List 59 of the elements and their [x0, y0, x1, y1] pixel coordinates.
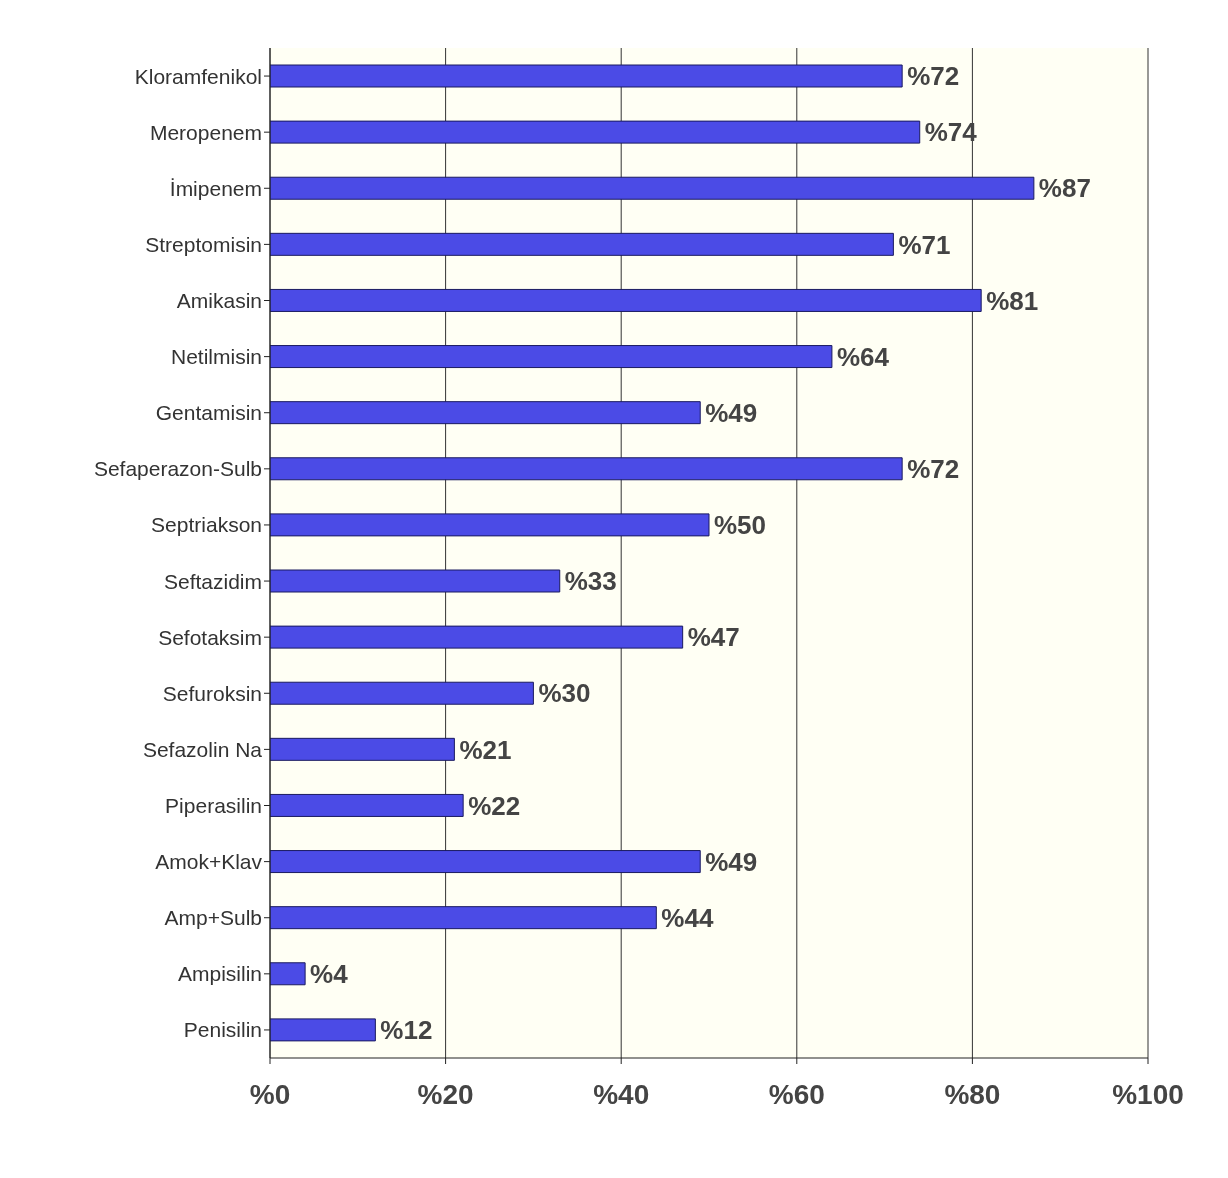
- y-tick-label: Sefuroksin: [162, 681, 262, 705]
- data-label: %72: [907, 454, 960, 485]
- bar: [270, 232, 894, 256]
- data-label: %50: [714, 510, 767, 541]
- data-label: %12: [380, 1015, 433, 1046]
- y-tick-label: Penisilin: [183, 1018, 262, 1042]
- data-label: %72: [907, 61, 960, 92]
- bar: [270, 345, 833, 369]
- y-tick-label: Netilmisin: [170, 345, 262, 369]
- y-tick-label: Kloramfenikol: [134, 64, 262, 88]
- y-tick-label: Amok+Klav: [155, 850, 263, 874]
- y-tick-label: Streptomisin: [145, 232, 262, 256]
- y-tick-label: Meropenem: [149, 120, 262, 144]
- bar: [270, 513, 710, 537]
- y-tick-label: Piperasilin: [165, 793, 262, 817]
- bar: [270, 1018, 376, 1042]
- data-label: %44: [661, 902, 714, 933]
- data-label: %71: [898, 229, 951, 260]
- data-label: %4: [310, 959, 349, 990]
- y-tick-label: Sefotaksim: [158, 625, 262, 649]
- bar: [270, 120, 921, 144]
- bar: [270, 288, 982, 312]
- bar: [270, 681, 534, 705]
- data-label: %49: [705, 397, 758, 428]
- x-tick-label: %80: [944, 1078, 1001, 1110]
- x-tick-label: %40: [593, 1078, 650, 1110]
- data-label: %22: [468, 790, 521, 821]
- y-tick-label: Septriakson: [151, 513, 262, 537]
- data-label: %81: [986, 285, 1039, 316]
- bar: [270, 625, 684, 649]
- bar: [270, 569, 561, 593]
- bar: [270, 737, 455, 761]
- y-tick-label: Seftazidim: [163, 569, 262, 593]
- x-tick-label: %100: [1112, 1078, 1184, 1110]
- y-tick-label: Sefazolin Na: [142, 737, 263, 761]
- x-tick-label: %0: [249, 1078, 291, 1110]
- data-label: %33: [564, 566, 617, 597]
- bar: [270, 793, 464, 817]
- bar: [270, 850, 701, 874]
- data-label: %21: [459, 734, 512, 765]
- x-tick-label: %60: [768, 1078, 825, 1110]
- y-tick-label: Gentamisin: [155, 401, 262, 425]
- bar: [270, 906, 657, 930]
- data-label: %30: [538, 678, 591, 709]
- bar: [270, 962, 306, 986]
- bar: [270, 64, 903, 88]
- x-tick-label: %20: [417, 1078, 474, 1110]
- y-tick-label: Ampisilin: [177, 962, 262, 986]
- bar: [270, 457, 903, 481]
- data-label: %64: [836, 341, 890, 372]
- data-label: %87: [1038, 173, 1091, 204]
- y-tick-label: Amp+Sulb: [164, 906, 262, 930]
- data-label: %49: [705, 846, 758, 877]
- y-tick-label: Sefaperazon-Sulb: [93, 457, 262, 481]
- y-tick-label: Amikasin: [176, 288, 262, 312]
- y-tick-label: İmipenem: [169, 176, 262, 200]
- bar: [270, 401, 701, 425]
- data-label: %47: [687, 622, 740, 653]
- bar: [270, 176, 1035, 200]
